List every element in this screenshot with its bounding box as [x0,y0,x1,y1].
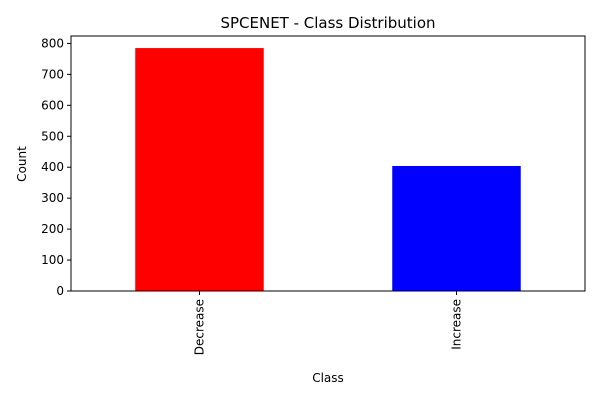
bar-increase [392,165,521,291]
y-axis-label: Count [15,146,29,182]
y-tick-label: 500 [41,129,64,143]
y-tick-label: 400 [41,160,64,174]
x-tick-label-increase: Increase [450,299,464,350]
y-tick-label: 600 [41,98,64,112]
y-tick-label: 800 [41,36,64,50]
bar-decrease [135,48,264,291]
x-tick-label-decrease: Decrease [193,299,207,355]
x-axis-label: Class [312,371,344,385]
y-tick-label: 100 [41,253,64,267]
y-tick-label: 300 [41,191,64,205]
chart-title: SPCENET - Class Distribution [220,14,435,32]
plot-frame [70,35,586,292]
y-tick-label: 700 [41,67,64,81]
y-tick-label: 0 [56,284,64,298]
plot-area: 0 100 200 300 400 500 600 700 800 Decrease Increas… [41,35,586,355]
y-tick-label: 200 [41,222,64,236]
